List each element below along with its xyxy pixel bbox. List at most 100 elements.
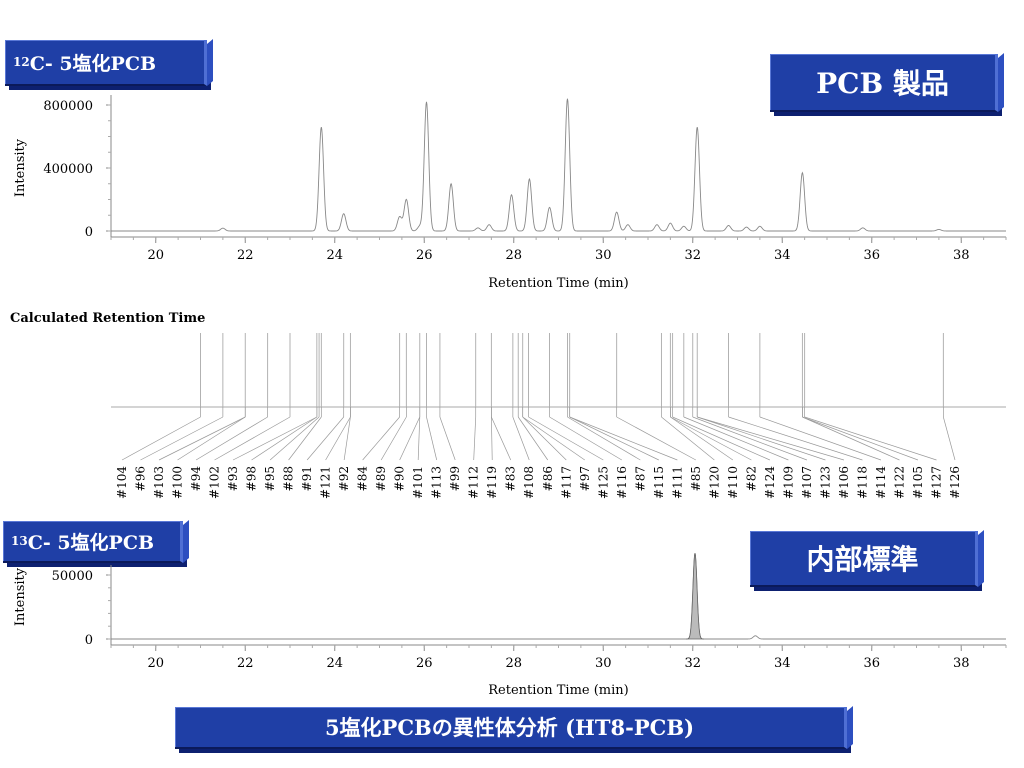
fan-connector <box>426 416 438 461</box>
fan-connector <box>158 416 246 461</box>
fan-connector <box>343 416 351 461</box>
x-tick-label: 26 <box>416 248 433 263</box>
fan-connector <box>417 416 421 461</box>
fan-connector <box>512 416 530 461</box>
isomer-label: #110 <box>726 466 740 499</box>
fan-connector <box>692 416 808 461</box>
x-tick-label: 20 <box>147 656 164 671</box>
fan-connector <box>288 416 322 461</box>
fan-connector <box>140 416 224 461</box>
fan-connector <box>802 416 919 461</box>
fan-connector <box>943 416 956 461</box>
isomer-label: #98 <box>245 466 259 491</box>
y-tick-label: 800000 <box>43 99 93 114</box>
x-tick-label: 22 <box>237 248 254 263</box>
bottom-chart-label-text: C- 5塩化PCB <box>27 531 155 554</box>
isomer-label: #85 <box>689 466 703 491</box>
isomer-label: #97 <box>578 466 592 491</box>
isomer-label: #104 <box>115 466 129 499</box>
fan-connector <box>399 416 421 461</box>
x-tick-label: 28 <box>505 248 522 263</box>
fan-connector <box>569 416 659 461</box>
isomer-label: #94 <box>189 466 203 492</box>
fan-connector <box>491 416 512 461</box>
isotope-superscript: 12 <box>13 55 30 69</box>
y-tick-label: 50000 <box>52 569 93 584</box>
isomer-label: #114 <box>874 466 888 499</box>
x-tick-label: 36 <box>863 248 880 263</box>
fan-connector <box>195 416 268 461</box>
fan-connector <box>269 416 320 461</box>
top-chart-label: 12 C- 5塩化PCB <box>5 40 207 86</box>
y-tick-label: 400000 <box>43 162 93 177</box>
isomer-label: #117 <box>559 466 573 499</box>
fan-connector <box>177 416 246 461</box>
fan-connector <box>759 416 882 461</box>
fan-connector <box>567 416 641 461</box>
isomer-label: #112 <box>467 466 481 499</box>
isomer-label: #111 <box>670 466 684 499</box>
isomer-label: #88 <box>282 466 296 491</box>
fan-connector <box>616 416 697 461</box>
fan-connector <box>728 416 863 461</box>
x-tick-label: 28 <box>505 656 522 671</box>
top-chart-label-text: C- 5塩化PCB <box>29 52 157 75</box>
fan-connector <box>683 416 789 461</box>
isomer-label: #113 <box>430 466 444 499</box>
y-axis-label: Intensity <box>13 567 28 626</box>
isomer-label: #86 <box>541 466 555 491</box>
isomer-label: #116 <box>615 466 629 499</box>
isomer-label: #100 <box>171 466 185 499</box>
fan-connector <box>697 416 826 461</box>
footer-title: 5塩化PCBの異性体分析 (HT8-PCB) <box>175 707 847 749</box>
fan-connector <box>661 416 715 461</box>
chromatogram-trace <box>111 98 1006 232</box>
fan-connector <box>670 416 752 461</box>
fan-connector <box>569 416 678 461</box>
x-tick-label: 34 <box>774 656 791 671</box>
x-tick-label: 26 <box>416 656 433 671</box>
fan-connector <box>522 416 567 461</box>
fan-connector <box>522 416 585 461</box>
isomer-label: #84 <box>356 466 370 492</box>
bottom-chart-label: 13 C- 5塩化PCB <box>3 521 183 563</box>
x-tick-label: 38 <box>953 248 970 263</box>
isomer-label: #123 <box>818 466 832 499</box>
fan-connector <box>491 416 493 461</box>
isomer-label: #95 <box>263 466 277 491</box>
chromatogram-trace <box>111 553 1006 640</box>
y-axis-label: Intensity <box>13 138 28 197</box>
fan-connector <box>325 416 351 461</box>
x-tick-label: 34 <box>774 248 791 263</box>
isomer-label: #99 <box>448 466 462 491</box>
x-tick-label: 24 <box>326 248 343 263</box>
isomer-label: #89 <box>374 466 388 491</box>
isomer-label: #109 <box>781 466 795 499</box>
isomer-label: #119 <box>485 466 499 499</box>
fan-connector <box>121 416 201 461</box>
fan-connector <box>804 416 937 461</box>
fan-connector <box>473 416 477 461</box>
isomer-label: #125 <box>596 466 610 499</box>
isomer-label: #126 <box>948 466 962 499</box>
isomer-label: #118 <box>855 466 869 499</box>
isomer-label: #127 <box>929 466 943 499</box>
isomer-label: #93 <box>226 466 240 491</box>
y-tick-label: 0 <box>85 633 93 648</box>
isomer-label: #96 <box>134 466 148 491</box>
fan-connector <box>697 416 845 461</box>
x-tick-label: 32 <box>684 656 701 671</box>
internal-standard-peak <box>686 553 704 640</box>
fan-connector <box>670 416 734 461</box>
isomer-label: #105 <box>911 466 925 499</box>
x-tick-label: 22 <box>237 656 254 671</box>
fan-connector <box>528 416 604 461</box>
isomer-label: #122 <box>892 466 906 499</box>
fan-connector <box>672 416 771 461</box>
isomer-label: #121 <box>319 466 333 499</box>
x-tick-label: 36 <box>863 656 880 671</box>
x-tick-label: 20 <box>147 248 164 263</box>
isomer-label: #106 <box>837 466 851 499</box>
isomer-label: #82 <box>744 466 758 491</box>
x-tick-label: 32 <box>684 248 701 263</box>
